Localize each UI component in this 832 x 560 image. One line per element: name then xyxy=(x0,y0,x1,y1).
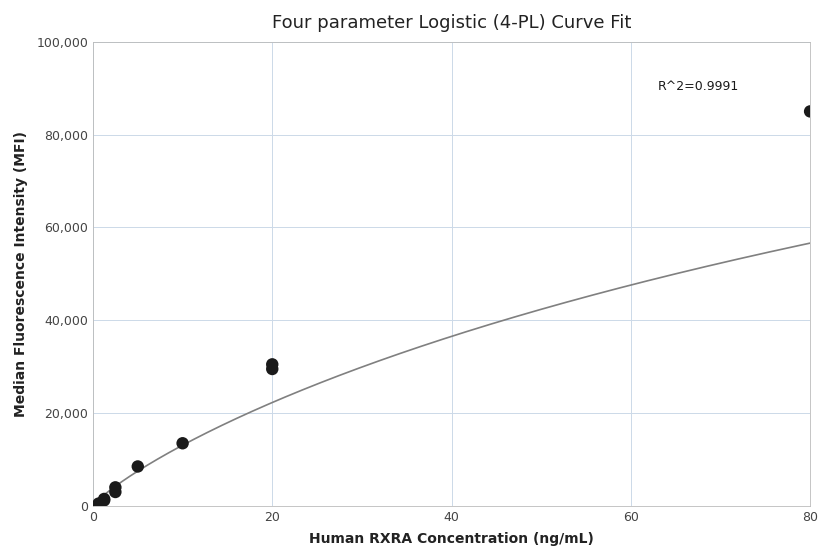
X-axis label: Human RXRA Concentration (ng/mL): Human RXRA Concentration (ng/mL) xyxy=(310,532,594,546)
Point xyxy=(97,494,111,503)
Point xyxy=(804,107,817,116)
Text: R^2=0.9991: R^2=0.9991 xyxy=(658,80,739,93)
Point xyxy=(176,439,189,448)
Point xyxy=(109,483,122,492)
Point xyxy=(131,462,145,471)
Point xyxy=(97,496,111,505)
Point xyxy=(92,499,105,508)
Point xyxy=(265,365,279,374)
Point xyxy=(109,488,122,497)
Point xyxy=(265,360,279,369)
Y-axis label: Median Fluorescence Intensity (MFI): Median Fluorescence Intensity (MFI) xyxy=(14,131,28,417)
Title: Four parameter Logistic (4-PL) Curve Fit: Four parameter Logistic (4-PL) Curve Fit xyxy=(272,14,631,32)
